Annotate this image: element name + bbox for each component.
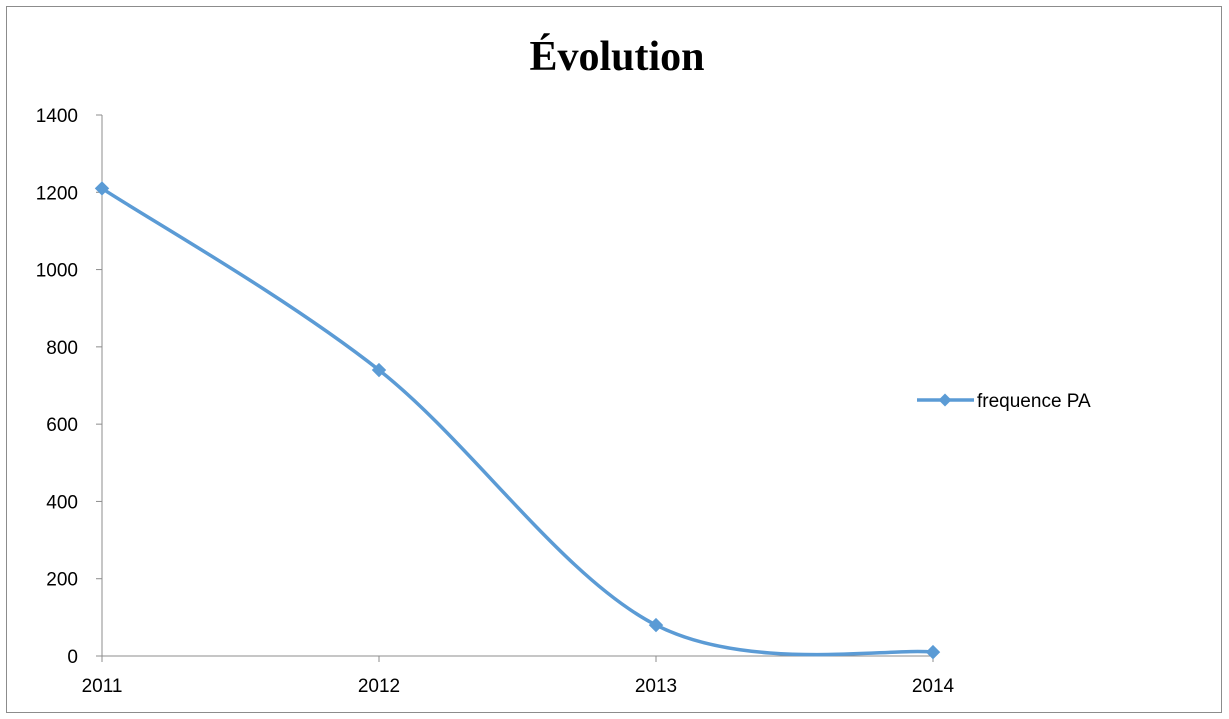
x-tick-label: 2011 <box>82 676 123 697</box>
x-tick-label: 2012 <box>358 676 400 697</box>
series-line <box>100 186 935 657</box>
y-tick-label: 1400 <box>36 106 78 127</box>
data-point-marker <box>371 362 387 378</box>
y-tick-label: 1000 <box>36 261 78 282</box>
legend-label: frequence PA <box>977 391 1091 412</box>
series-layer <box>94 181 941 660</box>
y-tick-label: 200 <box>46 570 78 591</box>
data-point-marker <box>925 644 941 660</box>
y-tick-label: 800 <box>46 338 78 359</box>
y-tick-labels: 0 200 400 600 800 1000 1200 1400 <box>36 106 78 668</box>
legend-marker <box>938 393 952 407</box>
chart-frame <box>6 6 1222 713</box>
y-tick-label: 400 <box>46 492 78 513</box>
x-tick-label: 2014 <box>912 676 955 697</box>
data-point-marker <box>648 617 664 633</box>
axes <box>96 114 934 662</box>
legend: frequence PA <box>917 391 1091 412</box>
x-tick-label: 2013 <box>635 676 677 697</box>
chart-title: Évolution <box>529 33 704 80</box>
y-tick-label: 600 <box>46 415 78 436</box>
data-point-marker <box>94 181 110 196</box>
x-tick-labels: 2011 2012 2013 2014 <box>82 676 955 697</box>
y-tick-label: 0 <box>67 647 78 668</box>
y-tick-label: 1200 <box>36 183 78 204</box>
